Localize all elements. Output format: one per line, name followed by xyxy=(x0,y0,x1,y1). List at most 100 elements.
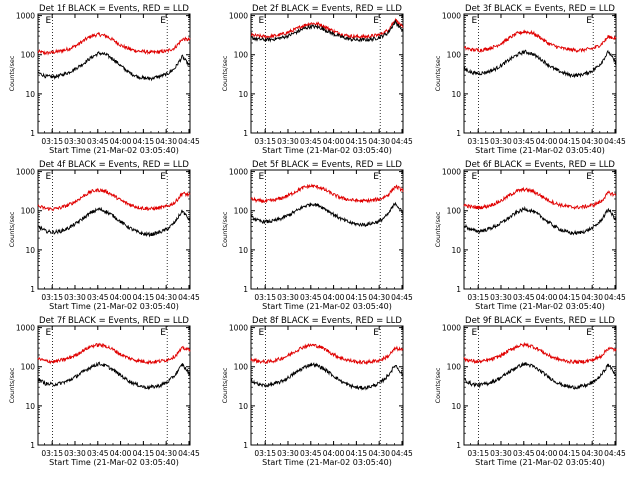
time-marker-label: E xyxy=(160,16,166,26)
events-rate-trace xyxy=(37,50,191,82)
y-tick-label: 1000 xyxy=(16,12,35,21)
time-marker-label: E xyxy=(373,328,379,338)
lld-rate-trace xyxy=(37,31,191,56)
lld-rate-trace xyxy=(250,17,404,40)
x-tick-label: 04:15 xyxy=(346,137,368,146)
y-tick-label: 10 xyxy=(25,402,35,411)
x-tick-label: 04:45 xyxy=(391,449,413,458)
detector-panel-5: Det 5f BLACK = Events, RED = LLD 1 10 100 10… xyxy=(221,160,413,311)
x-tick-label: 04:45 xyxy=(178,293,200,302)
panel-title: Det 2f BLACK = Events, RED = LLD xyxy=(252,4,402,14)
y-tick-label: 1 xyxy=(243,285,248,294)
time-marker-label: E xyxy=(258,16,264,26)
x-tick-label: 04:30 xyxy=(368,449,390,458)
lld-rate-trace xyxy=(463,186,617,210)
y-tick-label: 10 xyxy=(25,90,35,99)
x-tick-label: 03:15 xyxy=(254,449,276,458)
y-axis-label: Counts/sec xyxy=(221,55,229,91)
y-axis-label: Counts/sec xyxy=(221,211,229,247)
y-axis-label: Counts/sec xyxy=(434,211,442,247)
x-tick-label: 04:45 xyxy=(604,449,626,458)
y-tick-label: 1 xyxy=(456,441,461,450)
y-tick-label: 100 xyxy=(234,51,249,60)
x-axis-label: Start Time (21-Mar-02 03:05:40) xyxy=(475,302,605,311)
x-tick-label: 04:00 xyxy=(536,449,558,458)
events-rate-trace xyxy=(463,361,617,390)
y-tick-label: 100 xyxy=(234,207,249,216)
y-tick-label: 1 xyxy=(243,441,248,450)
panel-title: Det 6f BLACK = Events, RED = LLD xyxy=(465,160,615,170)
y-tick-label: 1 xyxy=(30,441,35,450)
y-tick-label: 1000 xyxy=(229,324,248,333)
panel-title: Det 4f BLACK = Events, RED = LLD xyxy=(39,160,189,170)
time-marker-label: E xyxy=(471,172,477,182)
x-tick-label: 03:15 xyxy=(41,293,63,302)
y-axis-label: Counts/sec xyxy=(8,367,16,403)
x-tick-label: 04:00 xyxy=(110,293,132,302)
time-marker-label: E xyxy=(258,172,264,182)
x-tick-label: 03:30 xyxy=(490,137,512,146)
x-tick-label: 04:30 xyxy=(155,137,177,146)
events-rate-trace xyxy=(250,201,404,228)
time-marker-label: E xyxy=(586,328,592,338)
plot-frame xyxy=(250,13,404,134)
x-tick-label: 03:15 xyxy=(41,137,63,146)
y-tick-label: 10 xyxy=(451,246,461,255)
time-marker-label: E xyxy=(45,16,51,26)
x-tick-label: 04:30 xyxy=(368,137,390,146)
x-tick-label: 03:45 xyxy=(300,293,322,302)
x-tick-label: 03:30 xyxy=(490,449,512,458)
x-tick-label: 03:45 xyxy=(87,449,109,458)
y-tick-label: 1000 xyxy=(16,324,35,333)
x-tick-label: 04:15 xyxy=(133,449,155,458)
x-tick-label: 04:30 xyxy=(581,293,603,302)
detector-panel-9: Det 9f BLACK = Events, RED = LLD 1 10 100 10… xyxy=(434,316,626,467)
lld-rate-trace xyxy=(250,343,404,366)
events-rate-trace xyxy=(250,19,404,43)
events-rate-trace xyxy=(463,205,617,236)
x-tick-label: 04:15 xyxy=(559,137,581,146)
x-tick-label: 03:30 xyxy=(64,293,86,302)
time-marker-label: E xyxy=(258,328,264,338)
lld-rate-trace xyxy=(463,341,617,365)
plot-frame xyxy=(463,169,617,290)
x-axis-label: Start Time (21-Mar-02 03:05:40) xyxy=(475,146,605,155)
panel-title: Det 1f BLACK = Events, RED = LLD xyxy=(39,4,189,14)
x-tick-label: 04:45 xyxy=(178,137,200,146)
x-axis-label: Start Time (21-Mar-02 03:05:40) xyxy=(262,458,392,467)
detector-panel-1: Det 1f BLACK = Events, RED = LLD 1 10 100 10… xyxy=(8,4,200,155)
x-tick-label: 03:45 xyxy=(300,137,322,146)
x-tick-label: 03:45 xyxy=(513,293,535,302)
time-marker-label: E xyxy=(373,16,379,26)
plot-frame xyxy=(37,325,191,446)
plot-frame xyxy=(37,169,191,290)
x-tick-label: 04:00 xyxy=(110,449,132,458)
x-tick-label: 04:15 xyxy=(133,293,155,302)
x-tick-label: 03:30 xyxy=(277,293,299,302)
x-axis-label: Start Time (21-Mar-02 03:05:40) xyxy=(262,146,392,155)
y-axis-label: Counts/sec xyxy=(434,55,442,91)
y-tick-label: 10 xyxy=(238,90,248,99)
y-tick-label: 1 xyxy=(30,285,35,294)
time-marker-label: E xyxy=(373,172,379,182)
x-tick-label: 04:00 xyxy=(536,137,558,146)
panel-title: Det 3f BLACK = Events, RED = LLD xyxy=(465,4,615,14)
y-tick-label: 100 xyxy=(21,363,36,372)
x-axis-label: Start Time (21-Mar-02 03:05:40) xyxy=(262,302,392,311)
events-rate-trace xyxy=(463,49,617,79)
time-marker-label: E xyxy=(160,328,166,338)
time-marker-label: E xyxy=(471,16,477,26)
x-axis-label: Start Time (21-Mar-02 03:05:40) xyxy=(49,146,179,155)
x-tick-label: 04:45 xyxy=(178,449,200,458)
x-tick-label: 04:15 xyxy=(559,293,581,302)
x-tick-label: 04:30 xyxy=(581,449,603,458)
lld-rate-trace xyxy=(463,29,617,53)
x-tick-label: 04:00 xyxy=(323,293,345,302)
panel-title: Det 9f BLACK = Events, RED = LLD xyxy=(465,316,615,326)
plot-frame xyxy=(463,325,617,446)
x-tick-label: 03:15 xyxy=(467,293,489,302)
events-rate-trace xyxy=(37,206,191,238)
events-rate-trace xyxy=(37,361,191,391)
x-tick-label: 03:30 xyxy=(64,449,86,458)
x-tick-label: 04:30 xyxy=(155,449,177,458)
